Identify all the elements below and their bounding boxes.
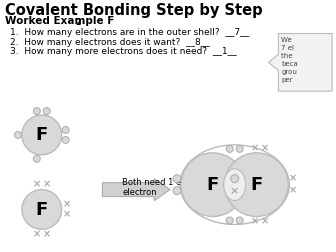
Circle shape bbox=[33, 108, 40, 115]
Circle shape bbox=[231, 175, 239, 183]
Text: 2: 2 bbox=[76, 18, 81, 27]
Circle shape bbox=[62, 127, 69, 134]
Circle shape bbox=[226, 217, 233, 224]
Circle shape bbox=[22, 115, 61, 155]
Text: ×: × bbox=[62, 209, 71, 219]
Text: Covalent Bonding Step by Step: Covalent Bonding Step by Step bbox=[5, 3, 263, 18]
Circle shape bbox=[236, 145, 243, 152]
Text: ×: × bbox=[260, 216, 268, 227]
Circle shape bbox=[43, 108, 50, 115]
Text: Both need 1 extra
electron: Both need 1 extra electron bbox=[122, 178, 198, 197]
Ellipse shape bbox=[224, 169, 246, 201]
Circle shape bbox=[181, 153, 245, 216]
Text: 3.  How many more electrons does it need?  __1__: 3. How many more electrons does it need?… bbox=[10, 47, 237, 56]
Circle shape bbox=[173, 187, 181, 195]
Text: ×: × bbox=[289, 174, 297, 184]
Text: ×: × bbox=[230, 187, 239, 197]
Text: F: F bbox=[250, 176, 263, 194]
Text: ×: × bbox=[260, 143, 268, 153]
Text: 1.  How many electrons are in the outer shell?  __7__: 1. How many electrons are in the outer s… bbox=[10, 27, 249, 37]
Text: F: F bbox=[207, 176, 219, 194]
Text: Worked Example F: Worked Example F bbox=[5, 16, 114, 26]
Text: ×: × bbox=[43, 180, 51, 190]
Circle shape bbox=[226, 145, 233, 152]
Circle shape bbox=[173, 175, 181, 183]
Text: ×: × bbox=[33, 229, 41, 239]
Circle shape bbox=[22, 190, 61, 229]
Text: We 
7 el
the 
beca
grou
per: We 7 el the beca grou per bbox=[281, 37, 298, 82]
Circle shape bbox=[14, 132, 22, 138]
Text: ×: × bbox=[289, 186, 297, 196]
Text: ×: × bbox=[250, 143, 259, 153]
Polygon shape bbox=[268, 34, 332, 91]
Circle shape bbox=[33, 155, 40, 162]
Text: ×: × bbox=[43, 229, 51, 239]
Text: F: F bbox=[36, 126, 48, 144]
Text: ×: × bbox=[250, 216, 259, 227]
FancyArrow shape bbox=[102, 179, 170, 201]
Text: ×: × bbox=[33, 180, 41, 190]
Text: F: F bbox=[36, 201, 48, 218]
Text: 2.  How many electrons does it want?  __8__: 2. How many electrons does it want? __8_… bbox=[10, 38, 210, 47]
Circle shape bbox=[62, 136, 69, 143]
Circle shape bbox=[236, 217, 243, 224]
Text: ×: × bbox=[62, 200, 71, 210]
Circle shape bbox=[225, 153, 288, 216]
